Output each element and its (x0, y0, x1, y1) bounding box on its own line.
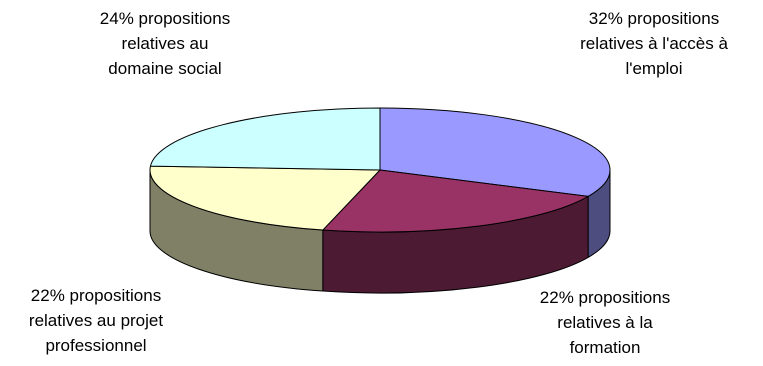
pie-top-faces (149, 107, 611, 233)
label-acces-emploi: 32% propositions relatives à l'accès à l… (580, 9, 728, 78)
label-formation: 22% propositions relatives à la formatio… (539, 288, 671, 357)
pie-slice-32-propositions-relatives-a-l-acces-a-l-emploi (379, 107, 611, 197)
pie-slice-22-propositions-relatives-a-la-formation (322, 169, 589, 233)
label-domaine-social: 24% propositions relatives au domaine so… (99, 9, 231, 78)
pie-side-walls (149, 169, 611, 294)
label-projet-professionnel: 22% propositions relatives au projet pro… (28, 286, 164, 355)
pie-slice-22-propositions-relatives-au-projet-professionnel (149, 165, 381, 231)
pie-slice-24-propositions-relatives-au-domaine-social (149, 107, 381, 171)
